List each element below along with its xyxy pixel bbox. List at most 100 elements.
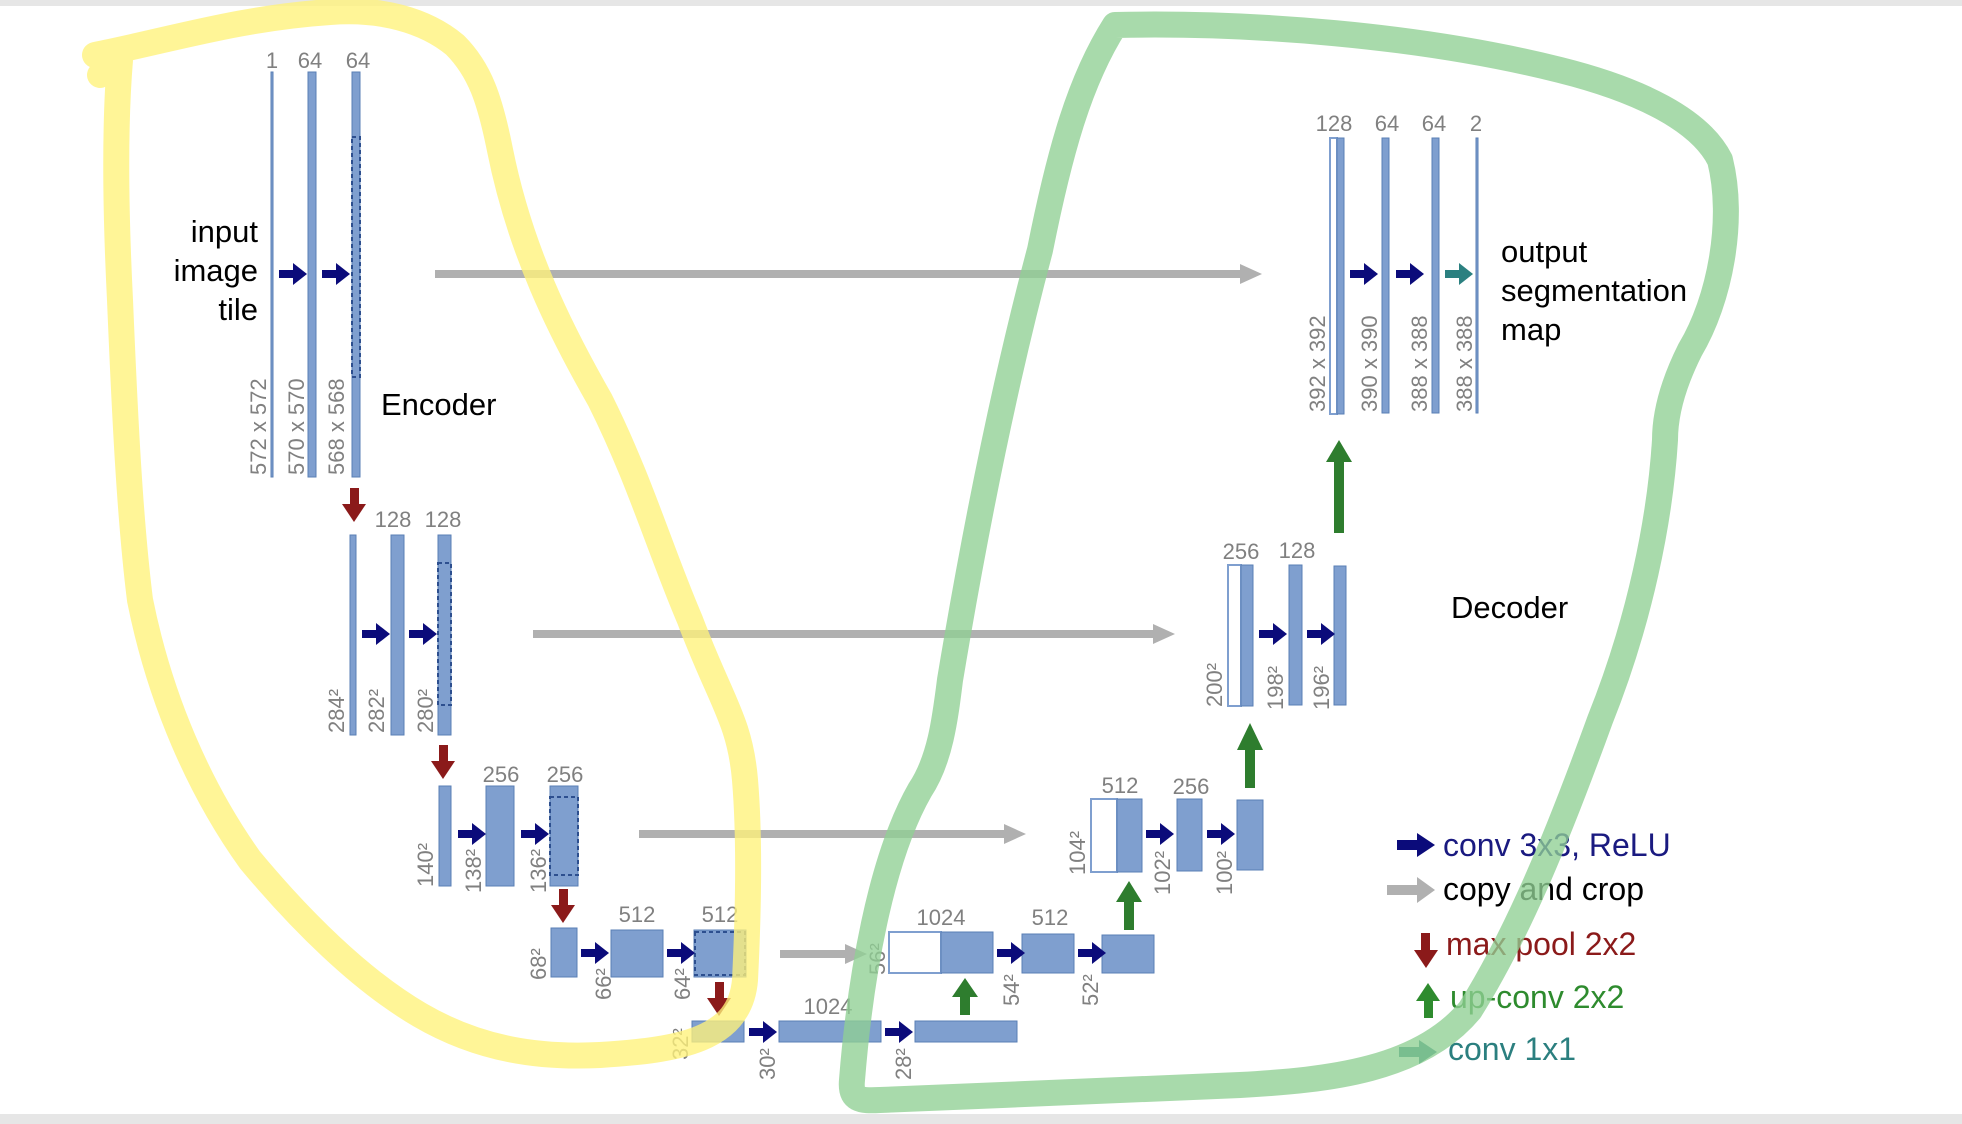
conv-arrow	[1396, 263, 1424, 285]
conv-arrow	[1259, 623, 1287, 645]
encoder-label: Encoder	[381, 387, 496, 422]
size-label: 104²	[1065, 831, 1090, 875]
maxpool-arrow	[431, 745, 455, 779]
conv1x1-arrow	[1445, 263, 1473, 285]
conv-arrow	[1350, 263, 1378, 285]
size-label: 54²	[999, 974, 1024, 1006]
conv-arrow	[667, 942, 695, 964]
conv-arrow	[1078, 942, 1106, 964]
decoder-label: Decoder	[1451, 590, 1568, 625]
copy-arrow	[639, 830, 1014, 838]
channel-label: 512	[619, 902, 656, 927]
output-label: output segmentation map	[1501, 234, 1687, 347]
feature-map	[550, 927, 578, 978]
decoder-feature-maps	[888, 137, 1479, 974]
channel-label: 256	[1223, 539, 1260, 564]
copy-arrow-head	[1004, 824, 1026, 844]
feature-map	[940, 931, 994, 974]
size-label: 390 x 390	[1357, 315, 1382, 412]
size-label: 282²	[364, 689, 389, 733]
feature-map	[1116, 798, 1143, 873]
copy-arrow	[533, 630, 1163, 638]
channel-label: 128	[1279, 538, 1316, 563]
feature-map	[1240, 564, 1254, 707]
maxpool-arrows	[342, 488, 731, 1016]
upconv-arrow	[1237, 723, 1263, 788]
channel-label: 128	[375, 507, 412, 532]
feature-map	[1381, 137, 1390, 414]
input-label-line: image	[174, 253, 258, 288]
feature-map	[1176, 798, 1203, 872]
feature-map	[914, 1020, 1018, 1043]
channel-label: 64	[298, 48, 322, 73]
copy-arrow-head	[1240, 264, 1262, 284]
feature-map	[349, 534, 357, 736]
size-label: 196²	[1309, 666, 1334, 710]
input-label-line: input	[191, 214, 259, 249]
arrow-up-icon	[1416, 983, 1440, 1018]
conv-arrow	[997, 942, 1025, 964]
size-label: 64²	[670, 968, 695, 1000]
size-label: 66²	[591, 968, 616, 1000]
channel-label: 1	[266, 48, 278, 73]
copied-feature-map	[1227, 564, 1242, 707]
channel-label: 128	[1316, 111, 1353, 136]
conv-arrow	[1146, 823, 1174, 845]
channel-label: 2	[1470, 111, 1482, 136]
copied-feature-map	[1329, 137, 1338, 415]
arrow-right-icon	[1397, 833, 1435, 857]
arrow-down-icon	[1414, 933, 1438, 968]
conv-arrow	[322, 263, 350, 285]
feature-map	[390, 534, 405, 736]
channel-label: 256	[483, 762, 520, 787]
channel-labels: 1 64 64 128 128 256 256 512 512 1024 102…	[266, 48, 1482, 1019]
channel-label: 128	[425, 507, 462, 532]
copy-arrow	[435, 270, 1250, 278]
feature-map	[438, 785, 452, 887]
conv-arrow	[1207, 823, 1235, 845]
conv-arrow	[362, 623, 390, 645]
channel-label: 512	[1032, 905, 1069, 930]
size-label: 570 x 570	[284, 378, 309, 475]
feature-map	[485, 785, 515, 887]
maxpool-arrow	[342, 488, 366, 522]
size-label: 28²	[891, 1048, 916, 1080]
size-label: 388 x 388	[1407, 315, 1432, 412]
conv-arrows	[279, 263, 1424, 1043]
feature-map	[1236, 799, 1264, 871]
conv-arrow	[581, 942, 609, 964]
channel-label: 64	[1375, 111, 1399, 136]
encoder-highlight	[82, 0, 762, 1069]
feature-map	[351, 71, 361, 478]
upconv-arrow	[952, 978, 978, 1015]
upconv-arrow	[1116, 881, 1142, 930]
size-label: 392 x 392	[1305, 315, 1330, 412]
feature-map	[1336, 137, 1345, 415]
size-label: 568 x 568	[324, 378, 349, 475]
channel-label: 1024	[804, 994, 853, 1019]
channel-label: 512	[1102, 773, 1139, 798]
size-label: 102²	[1150, 851, 1175, 895]
feature-map	[1431, 137, 1440, 414]
channel-label: 1024	[917, 905, 966, 930]
output-label-line: map	[1501, 312, 1561, 347]
conv-arrow	[749, 1021, 777, 1043]
conv-arrow	[279, 263, 307, 285]
channel-label: 64	[346, 48, 370, 73]
feature-map	[1333, 565, 1347, 706]
copy-arrow	[780, 950, 855, 958]
conv-arrow	[521, 823, 549, 845]
copied-feature-map	[1090, 798, 1118, 873]
conv-arrow	[885, 1021, 913, 1043]
channel-label: 256	[547, 762, 584, 787]
feature-map	[1475, 137, 1479, 414]
legend-label: conv 1x1	[1448, 1031, 1576, 1067]
size-label: 388 x 388	[1452, 315, 1477, 412]
size-label: 138²	[461, 849, 486, 893]
channel-label: 64	[1422, 111, 1446, 136]
feature-map	[610, 929, 664, 978]
conv-arrow	[409, 623, 437, 645]
feature-map	[1021, 933, 1075, 974]
channel-label: 256	[1173, 774, 1210, 799]
